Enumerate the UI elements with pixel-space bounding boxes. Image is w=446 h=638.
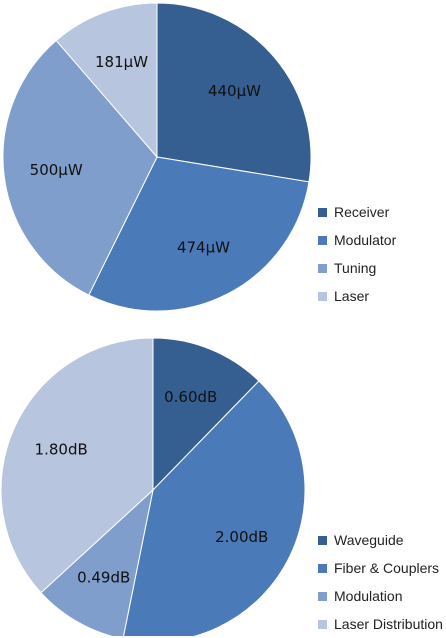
legend-label: Modulator <box>334 232 397 248</box>
legend-label: Receiver <box>334 204 390 220</box>
legend-label: Laser Distribution <box>334 616 443 632</box>
power-slice-laser <box>55 2 158 159</box>
legend-swatch <box>318 591 327 601</box>
loss-slice-waveguide <box>152 337 260 492</box>
legend-label: Laser <box>334 288 370 304</box>
legend-swatch <box>318 291 327 301</box>
legend-swatch <box>318 563 327 573</box>
power-data-label: 181μW <box>95 53 148 71</box>
legend-item-modulation: Modulation <box>318 582 443 610</box>
legend-swatch <box>318 535 327 545</box>
loss-data-label: 1.80dB <box>35 441 88 459</box>
legend-item-waveguide: Waveguide <box>318 526 443 554</box>
legend-swatch <box>318 619 327 629</box>
legend-item-fiber-couplers: Fiber & Couplers <box>318 554 443 582</box>
loss-slice-modulation <box>40 488 154 636</box>
legend-swatch <box>318 207 327 217</box>
power-data-label: 500μW <box>30 161 83 179</box>
legend-item-modulator: Modulator <box>318 226 396 254</box>
legend-label: Waveguide <box>334 532 404 548</box>
loss-legend: Waveguide Fiber & Couplers Modulation La… <box>318 526 443 638</box>
loss-data-label: 0.60dB <box>164 388 217 406</box>
power-pie-chart: 440μW 474μW 500μW 181μW Receiver Modulator … <box>0 0 446 318</box>
legend-label: Tuning <box>334 260 377 276</box>
loss-slice-fiber-couplers <box>123 380 306 636</box>
legend-item-laser-distribution: Laser Distribution <box>318 610 443 638</box>
power-slice-receiver <box>156 2 312 183</box>
legend-label: Modulation <box>334 588 403 604</box>
power-legend: Receiver Modulator Tuning Laser <box>318 198 396 310</box>
legend-item-laser: Laser <box>318 282 396 310</box>
loss-data-label: 2.00dB <box>215 528 268 546</box>
legend-item-tuning: Tuning <box>318 254 396 282</box>
loss-pie-chart: 0.60dB 2.00dB 0.49dB 1.80dB Waveguide Fiber… <box>0 318 446 636</box>
power-slice-modulator <box>88 156 310 312</box>
legend-swatch <box>318 235 327 245</box>
power-data-label: 474μW <box>177 238 230 256</box>
legend-label: Fiber & Couplers <box>334 560 440 576</box>
power-data-label: 440μW <box>208 82 261 100</box>
power-slice-tuning <box>2 39 158 296</box>
loss-pie-svg: 0.60dB 2.00dB 0.49dB 1.80dB <box>0 337 306 636</box>
loss-data-label: 0.49dB <box>77 568 130 586</box>
legend-swatch <box>318 263 327 273</box>
loss-slice-laser-distribution <box>0 337 154 594</box>
power-pie-svg: 440μW 474μW 500μW 181μW <box>2 2 312 312</box>
legend-item-receiver: Receiver <box>318 198 396 226</box>
